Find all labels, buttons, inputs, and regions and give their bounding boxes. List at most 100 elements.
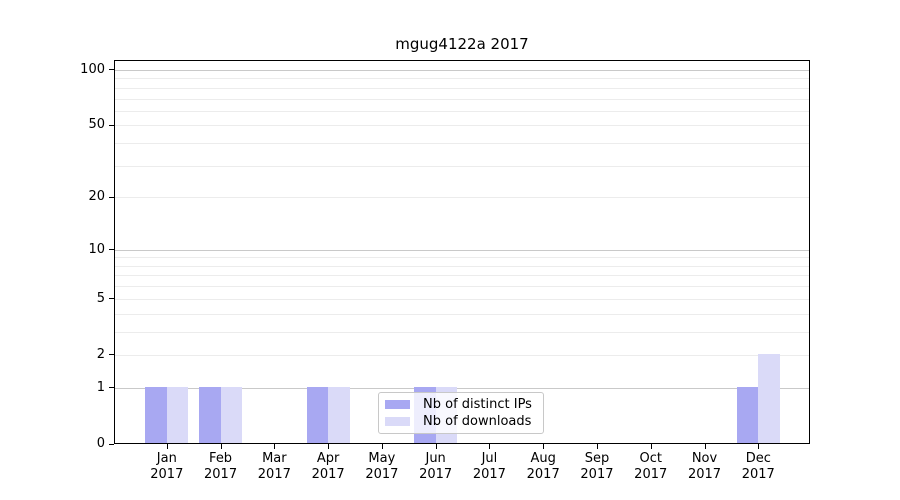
x-tick-year: 2017 — [257, 467, 291, 482]
y-axis-tick — [109, 443, 114, 445]
x-axis-tick — [328, 444, 330, 449]
y-axis-tick — [109, 387, 114, 389]
minor-gridline — [115, 257, 809, 259]
x-tick-label-apr: Apr 2017 — [296, 451, 360, 483]
minor-gridline — [115, 313, 809, 315]
x-tick-label-oct: Oct 2017 — [619, 451, 683, 483]
bar-nb-of-distinct-ips-feb — [199, 386, 221, 443]
y-tick-label: 20 — [88, 189, 105, 205]
x-tick-year: 2017 — [634, 467, 668, 482]
minor-gridline — [115, 110, 809, 112]
legend-entry-downloads: Nb of downloads — [385, 414, 537, 429]
minor-gridline — [115, 265, 809, 267]
x-axis-tick — [650, 444, 652, 449]
x-axis-tick — [596, 444, 598, 449]
bar-nb-of-distinct-ips-jan — [145, 386, 167, 443]
x-tick-label-feb: Feb 2017 — [189, 451, 253, 483]
minor-gridline — [115, 78, 809, 80]
y-axis-tick — [109, 69, 114, 71]
x-tick-month: Jul — [481, 451, 498, 466]
x-tick-label-may: May 2017 — [350, 451, 414, 483]
x-axis-tick — [274, 444, 276, 449]
x-tick-month: Apr — [316, 451, 340, 466]
distinct-ips-swatch-icon — [385, 400, 410, 409]
x-axis-tick — [220, 444, 222, 449]
y-tick-label: 1 — [96, 379, 105, 395]
x-tick-year: 2017 — [150, 467, 184, 482]
minor-gridline — [115, 165, 809, 167]
bar-nb-of-downloads-jan — [166, 386, 189, 443]
y-tick-label: 100 — [80, 61, 105, 77]
major-gridline — [115, 249, 809, 251]
x-axis-tick — [381, 444, 383, 449]
minor-gridline — [115, 331, 809, 333]
x-tick-label-jan: Jan 2017 — [135, 451, 199, 483]
x-tick-month: May — [368, 451, 396, 466]
x-tick-year: 2017 — [580, 467, 614, 482]
minor-gridline — [115, 298, 809, 300]
legend: Nb of distinct IPs Nb of downloads — [378, 392, 544, 434]
x-tick-year: 2017 — [365, 467, 399, 482]
x-tick-label-dec: Dec 2017 — [726, 451, 790, 483]
minor-gridline — [115, 197, 809, 199]
bar-nb-of-distinct-ips-apr — [306, 386, 329, 443]
y-axis-tick — [109, 298, 114, 300]
x-tick-label-jun: Jun 2017 — [404, 451, 468, 483]
x-tick-label-jul: Jul 2017 — [457, 451, 521, 483]
x-tick-year: 2017 — [472, 467, 506, 482]
bar-nb-of-downloads-apr — [328, 386, 350, 443]
bar-nb-of-downloads-feb — [220, 386, 243, 443]
y-axis-tick — [109, 124, 114, 126]
legend-label-downloads: Nb of downloads — [423, 414, 532, 429]
x-tick-label-mar: Mar 2017 — [242, 451, 306, 483]
chart-title: mgug4122a 2017 — [395, 35, 529, 53]
x-tick-label-sep: Sep 2017 — [565, 451, 629, 483]
major-gridline — [115, 387, 809, 389]
y-tick-label: 0 — [96, 436, 105, 451]
bar-nb-of-downloads-dec — [758, 353, 780, 443]
y-tick-label: 50 — [88, 117, 105, 133]
legend-label-distinct-ips: Nb of distinct IPs — [423, 397, 532, 412]
minor-gridline — [115, 143, 809, 145]
x-tick-label-nov: Nov 2017 — [673, 451, 737, 483]
x-tick-year: 2017 — [741, 467, 775, 482]
y-tick-label: 10 — [88, 241, 105, 257]
x-tick-month: Jan — [156, 451, 177, 466]
x-tick-month: Aug — [530, 451, 556, 466]
x-axis-tick — [166, 444, 168, 449]
minor-gridline — [115, 98, 809, 100]
minor-gridline — [115, 354, 809, 356]
x-axis-tick — [435, 444, 437, 449]
y-axis-tick — [109, 196, 114, 198]
x-axis-tick — [758, 444, 760, 449]
x-tick-label-aug: Aug 2017 — [511, 451, 575, 483]
y-axis-tick — [109, 249, 114, 251]
x-axis-tick — [704, 444, 706, 449]
minor-gridline — [115, 125, 809, 127]
x-tick-year: 2017 — [526, 467, 560, 482]
plot-area — [114, 60, 810, 444]
x-tick-month: Dec — [745, 451, 771, 466]
x-tick-month: Oct — [639, 451, 662, 466]
x-tick-year: 2017 — [311, 467, 345, 482]
downloads-swatch-icon — [385, 417, 410, 426]
x-tick-month: Jun — [425, 451, 446, 466]
legend-entry-distinct-ips: Nb of distinct IPs — [385, 397, 537, 412]
minor-gridline — [115, 286, 809, 288]
y-tick-label: 2 — [96, 346, 105, 362]
x-tick-month: Nov — [691, 451, 718, 466]
x-tick-month: Mar — [262, 451, 287, 466]
x-tick-month: Feb — [209, 451, 233, 466]
minor-gridline — [115, 87, 809, 89]
y-tick-label: 5 — [96, 290, 105, 306]
x-tick-year: 2017 — [419, 467, 453, 482]
x-axis-tick — [543, 444, 545, 449]
x-tick-month: Sep — [584, 451, 610, 466]
major-gridline — [115, 69, 809, 71]
minor-gridline — [115, 275, 809, 277]
x-tick-year: 2017 — [204, 467, 238, 482]
x-axis-tick — [489, 444, 491, 449]
x-tick-year: 2017 — [687, 467, 722, 482]
y-axis-tick — [109, 354, 114, 356]
